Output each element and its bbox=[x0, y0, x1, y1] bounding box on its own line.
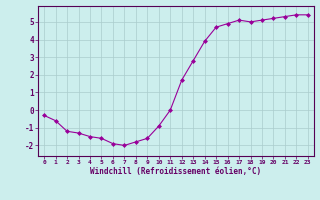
X-axis label: Windchill (Refroidissement éolien,°C): Windchill (Refroidissement éolien,°C) bbox=[91, 167, 261, 176]
